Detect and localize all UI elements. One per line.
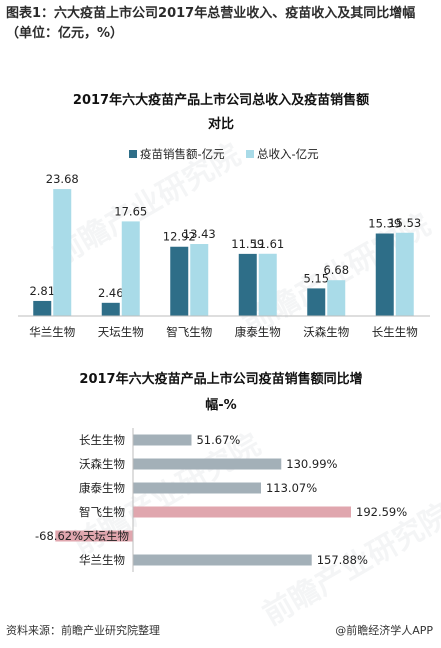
chart-title-line: 2017年六大疫苗产品上市公司疫苗销售额同比增 [79,371,362,387]
bar-total-income [190,244,209,316]
chart-title-line: 对比 [208,116,234,132]
category-label: 长生生物 [372,325,418,339]
legend-swatch-total-income [246,150,254,158]
growth-bar [133,458,282,470]
bar-value-label: 17.65 [114,204,147,218]
category-label: 华兰生物 [29,325,75,339]
bar-value-label: 13.43 [183,227,216,241]
bar-value-label: 15.53 [388,216,421,230]
growth-bar [133,506,351,518]
legend-label-total-income: 总收入-亿元 [257,147,319,161]
figure-title: 图表1：六大疫苗上市公司2017年总营业收入、疫苗收入及其同比增幅（单位：亿元，… [6,6,416,41]
growth-bar [133,554,312,566]
category-label: 天坛生物 [83,529,129,543]
category-label: 沃森生物 [303,325,349,339]
bar-value-label: 23.68 [46,172,79,186]
bar-value-label: -68.62% [35,529,83,543]
bar-value-label: 51.67% [196,433,240,447]
legend-swatch-vaccine-sales [129,150,137,158]
legend-label-vaccine-sales: 疫苗销售额-亿元 [140,147,225,161]
chart-title-line: 2017年六大疫苗产品上市公司总收入及疫苗销售额 [73,92,369,108]
bar-total-income [395,232,414,316]
app-credit: @前瞻经济学人APP [335,624,433,637]
category-label: 智飞生物 [166,325,212,339]
bar-value-label: 2.46 [98,286,124,300]
category-label: 华兰生物 [79,553,125,567]
growth-bar [133,482,261,494]
bar-value-label: 157.88% [317,553,368,567]
source-note: 资料来源：前瞻产业研究院整理 [6,624,160,637]
growth-bar [55,530,133,542]
bar-value-label: 2.81 [29,284,55,298]
bar-vaccine-sales [238,253,257,316]
bar-value-label: 130.99% [286,457,337,471]
bar-value-label: 113.07% [266,481,317,495]
chart-title-line: 幅-% [205,397,236,413]
bar-value-label: 6.68 [323,263,349,277]
category-label: 康泰生物 [79,481,125,495]
bar-total-income [327,280,346,316]
category-label: 智飞生物 [79,505,125,519]
category-label: 天坛生物 [98,325,144,339]
category-label: 康泰生物 [235,325,281,339]
bar-vaccine-sales [101,302,120,316]
bar-vaccine-sales [170,246,189,316]
category-label: 沃森生物 [79,457,125,471]
bar-total-income [121,221,140,316]
chart-legend: 疫苗销售额-亿元 总收入-亿元 [129,147,319,161]
bar-vaccine-sales [375,233,394,316]
bar-total-income [258,253,277,316]
bar-value-label: 11.61 [251,237,284,251]
bar-total-income [53,189,72,316]
chart-2-bars: 长生生物 51.67% 沃森生物 130.99% 康泰生物 113.07% 智飞生物 192.… [35,433,407,567]
bar-value-label: 5.15 [303,271,329,285]
bar-value-label: 11.59 [231,237,264,251]
bar-value-label: 12.92 [163,230,196,244]
bar-vaccine-sales [307,288,326,316]
category-label: 长生生物 [79,433,125,447]
bar-value-label: 15.39 [368,217,401,231]
bar-vaccine-sales [33,300,52,316]
bar-value-label: 192.59% [356,505,407,519]
growth-bar [133,434,192,446]
